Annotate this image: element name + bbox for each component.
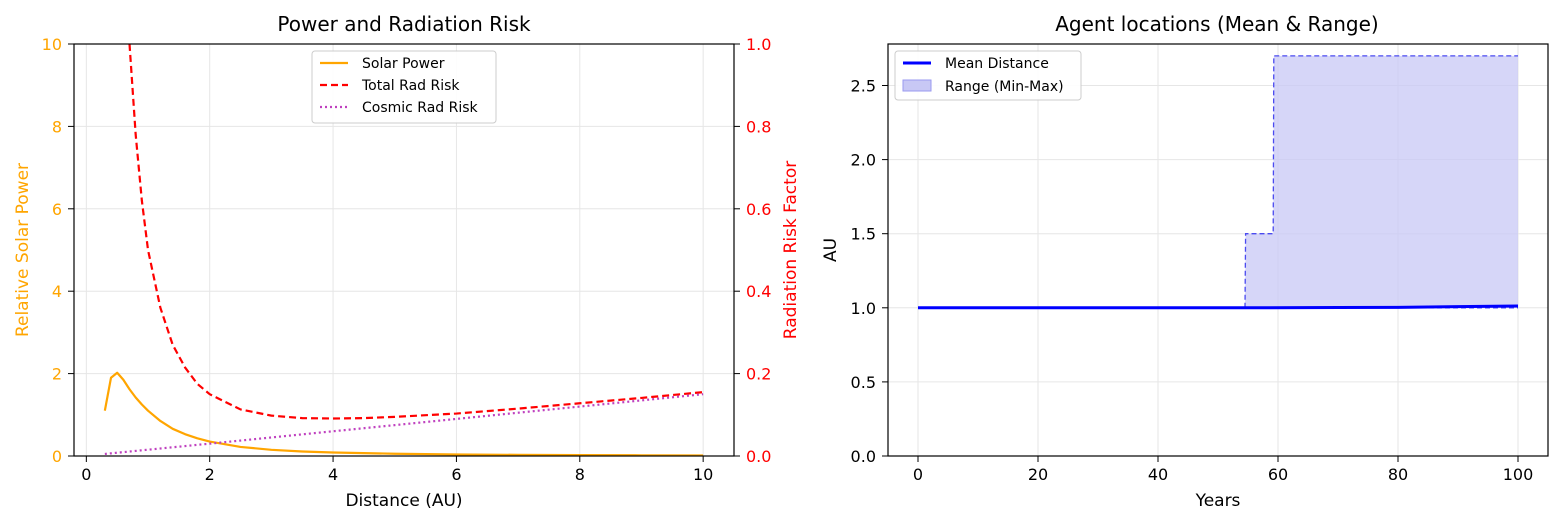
series-line-cosmic-rad-risk <box>104 393 704 456</box>
legend: Mean Distance Range (Min-Max) <box>894 50 1082 101</box>
power-radiation-chart: Power and Radiation Risk 0 2 4 6 8 1002468100… <box>13 12 801 511</box>
legend-label-range: Range (Min-Max) <box>945 79 1064 95</box>
y-right-tick-label: 1.0 <box>746 35 771 54</box>
x-tick-label: 60 <box>1268 465 1288 484</box>
plot-frame <box>887 43 1549 457</box>
x-tick-label: 20 <box>1028 465 1048 484</box>
y-tick-label: 10 <box>42 35 62 54</box>
series-line-mean-distance <box>918 304 1519 310</box>
y-tick-label: 2.0 <box>851 151 876 170</box>
x-tick-label: 40 <box>1148 465 1168 484</box>
series-line-solar-power <box>103 371 704 457</box>
x-axis-label: Distance (AU) <box>345 491 462 511</box>
axis-ticks: 0 2 4 6 8 10 0 2 4 6 8 10 0.0 0.2 0.4 0.6 0.8 1.0 <box>42 35 772 484</box>
x-tick-label: 2 <box>205 465 215 484</box>
agent-locations-chart: Agent locations (Mean & Range) 0 20 40 60 80… <box>821 12 1549 511</box>
chart-title: Power and Radiation Risk <box>277 12 531 36</box>
legend-swatch-range <box>902 79 932 92</box>
y-right-tick-label: 0.6 <box>746 200 771 219</box>
y-axis-label: AU <box>821 238 841 262</box>
x-tick-label: 8 <box>575 465 585 484</box>
plot-area <box>918 55 1519 310</box>
legend-label-mean-distance: Mean Distance <box>945 56 1049 72</box>
y-tick-label: 2 <box>52 365 62 384</box>
x-tick-label: 0 <box>81 465 91 484</box>
y-tick-label: 1.5 <box>851 225 876 244</box>
y-right-tick-label: 0.8 <box>746 117 771 136</box>
legend-label-solar-power: Solar Power <box>362 56 445 72</box>
y-tick-label: 0.0 <box>851 447 876 466</box>
x-tick-label: 10 <box>693 465 713 484</box>
range-max-edge <box>1244 55 1518 308</box>
legend-box <box>894 50 1082 101</box>
y-axis-right-label: Radiation Risk Factor <box>781 161 801 339</box>
y-tick-label: 2.5 <box>851 76 876 95</box>
y-right-tick-label: 0.4 <box>746 282 771 301</box>
y-axis-label: Relative Solar Power <box>13 163 33 337</box>
x-tick-label: 100 <box>1503 465 1534 484</box>
x-tick-label: 6 <box>451 465 461 484</box>
axis-ticks: 0 20 40 60 80 100 0.0 0.5 1.0 1.5 2.0 2.5 <box>851 76 1534 484</box>
plot-frame <box>73 43 735 457</box>
y-tick-label: 6 <box>52 200 62 219</box>
plot-area <box>103 43 704 457</box>
y-right-tick-label: 0.2 <box>746 365 771 384</box>
chart-title: Agent locations (Mean & Range) <box>1055 12 1379 36</box>
y-tick-label: 0.5 <box>851 373 876 392</box>
legend: Solar Power Total Rad Risk Cosmic Rad Ri… <box>311 50 497 124</box>
legend-label-total-rad-risk: Total Rad Risk <box>361 78 460 94</box>
y-right-tick-label: 0.0 <box>746 447 771 466</box>
x-axis-label: Years <box>1195 491 1241 511</box>
x-tick-label: 0 <box>913 465 923 484</box>
x-tick-label: 4 <box>328 465 338 484</box>
legend-label-cosmic-rad-risk: Cosmic Rad Risk <box>362 100 479 116</box>
y-tick-label: 1.0 <box>851 299 876 318</box>
y-tick-label: 4 <box>52 282 62 301</box>
x-tick-label: 80 <box>1388 465 1408 484</box>
y-tick-label: 0 <box>52 447 62 466</box>
range-area <box>1245 55 1518 308</box>
y-tick-label: 8 <box>52 117 62 136</box>
legend-box <box>311 50 497 124</box>
